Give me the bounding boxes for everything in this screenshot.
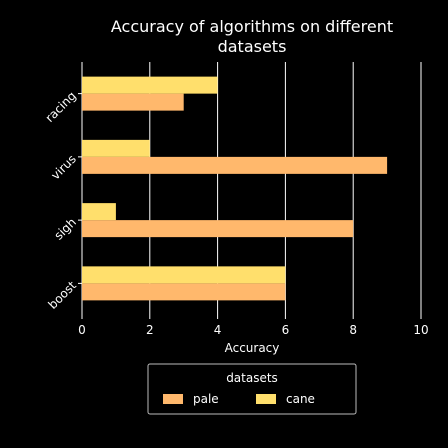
y-tick-label-boost: boost [46,278,80,312]
x-tick-label-0: 0 [78,323,86,337]
x-tick-label-10: 10 [413,323,428,337]
legend-swatch-cane [256,394,276,404]
x-tick-label-4: 4 [214,323,222,337]
y-tick-label-sigh: sigh [52,215,79,242]
bars [82,76,388,301]
legend-frame [147,363,357,415]
x-tick-label-8: 8 [349,323,357,337]
bar-racing-pale [82,93,184,111]
legend: datasets pale cane [147,363,357,415]
legend-swatch-pale [163,394,183,404]
y-axis-ticks: boost sigh virus racing [43,89,82,312]
x-tick-label-6: 6 [282,323,290,337]
legend-title: datasets [226,371,278,385]
bar-sigh-cane [82,203,116,221]
bar-racing-cane [82,76,218,94]
x-tick-label-2: 2 [146,323,154,337]
bar-virus-pale [82,156,388,174]
y-tick-label-virus: virus [48,152,79,183]
chart-title-line-2: datasets [218,37,287,56]
x-axis-label: Accuracy [225,341,280,355]
legend-items: pale cane [163,392,315,406]
bar-boost-pale [82,283,286,301]
chart-title-line-1: Accuracy of algorithms on different [111,17,393,36]
legend-label-cane: cane [286,392,315,406]
bar-virus-cane [82,139,150,157]
legend-label-pale: pale [193,392,219,406]
bar-boost-cane [82,266,286,284]
x-axis-ticks: 0 2 4 6 8 10 [78,315,429,337]
y-tick-label-racing: racing [43,89,79,125]
bar-sigh-pale [82,220,354,238]
